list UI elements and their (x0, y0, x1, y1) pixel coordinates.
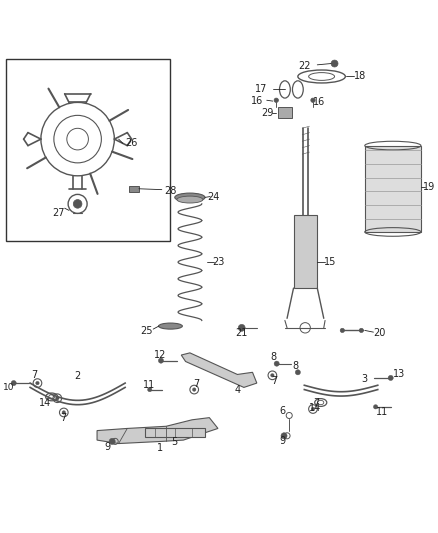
Circle shape (274, 361, 279, 366)
Bar (145, 427, 205, 437)
Polygon shape (97, 418, 218, 443)
Circle shape (281, 433, 287, 439)
Bar (278, 107, 292, 117)
Text: 20: 20 (374, 328, 386, 338)
Circle shape (311, 98, 315, 102)
Text: 11: 11 (143, 380, 155, 390)
Text: 7: 7 (31, 370, 38, 380)
Text: 24: 24 (208, 191, 220, 201)
Text: 16: 16 (251, 96, 263, 106)
Circle shape (62, 411, 66, 414)
Text: 3: 3 (362, 374, 368, 384)
Circle shape (388, 375, 393, 381)
Text: 17: 17 (255, 84, 267, 94)
Text: 26: 26 (125, 139, 138, 148)
Text: 5: 5 (172, 437, 178, 447)
Text: 4: 4 (234, 385, 240, 395)
Text: 22: 22 (298, 61, 311, 71)
Circle shape (238, 325, 245, 332)
Text: 9: 9 (280, 436, 286, 446)
Text: 2: 2 (74, 371, 81, 381)
Text: 6: 6 (280, 406, 286, 416)
Text: 28: 28 (164, 186, 177, 196)
Text: 13: 13 (393, 369, 406, 378)
Bar (130, 185, 139, 192)
Circle shape (295, 370, 300, 375)
Text: 12: 12 (153, 350, 166, 360)
Circle shape (159, 358, 163, 363)
Text: 29: 29 (261, 108, 274, 118)
Circle shape (36, 382, 39, 385)
Text: 9: 9 (105, 442, 111, 452)
Text: 10: 10 (3, 383, 14, 392)
Text: 23: 23 (212, 257, 225, 267)
Text: 18: 18 (354, 71, 367, 82)
Circle shape (56, 397, 59, 400)
Text: 16: 16 (313, 98, 325, 108)
Text: 8: 8 (270, 352, 276, 362)
Text: 7: 7 (61, 413, 67, 423)
Text: 25: 25 (141, 326, 153, 336)
Text: 7: 7 (271, 376, 277, 386)
Polygon shape (365, 146, 421, 232)
Ellipse shape (159, 323, 182, 329)
Text: 27: 27 (52, 207, 64, 217)
Ellipse shape (177, 196, 203, 203)
Circle shape (109, 438, 115, 445)
Circle shape (374, 405, 378, 409)
Circle shape (148, 387, 152, 392)
Polygon shape (181, 353, 257, 387)
Circle shape (73, 199, 82, 208)
Text: 1: 1 (157, 443, 163, 453)
Circle shape (311, 407, 314, 411)
Bar (293, 215, 317, 288)
Circle shape (271, 374, 274, 377)
Text: 11: 11 (376, 407, 388, 417)
Text: 7: 7 (313, 398, 319, 408)
Text: 14: 14 (39, 398, 51, 408)
Text: 14: 14 (309, 403, 321, 413)
Circle shape (192, 388, 196, 391)
Bar (7, 59, 170, 240)
Circle shape (359, 328, 364, 333)
Text: 8: 8 (293, 361, 299, 371)
Text: 15: 15 (324, 257, 336, 267)
Text: 7: 7 (193, 378, 199, 389)
Circle shape (11, 381, 16, 386)
Circle shape (331, 60, 338, 67)
Text: 21: 21 (236, 328, 248, 338)
Text: 19: 19 (424, 182, 436, 191)
Circle shape (340, 328, 345, 333)
Ellipse shape (175, 193, 205, 201)
Circle shape (274, 98, 279, 102)
